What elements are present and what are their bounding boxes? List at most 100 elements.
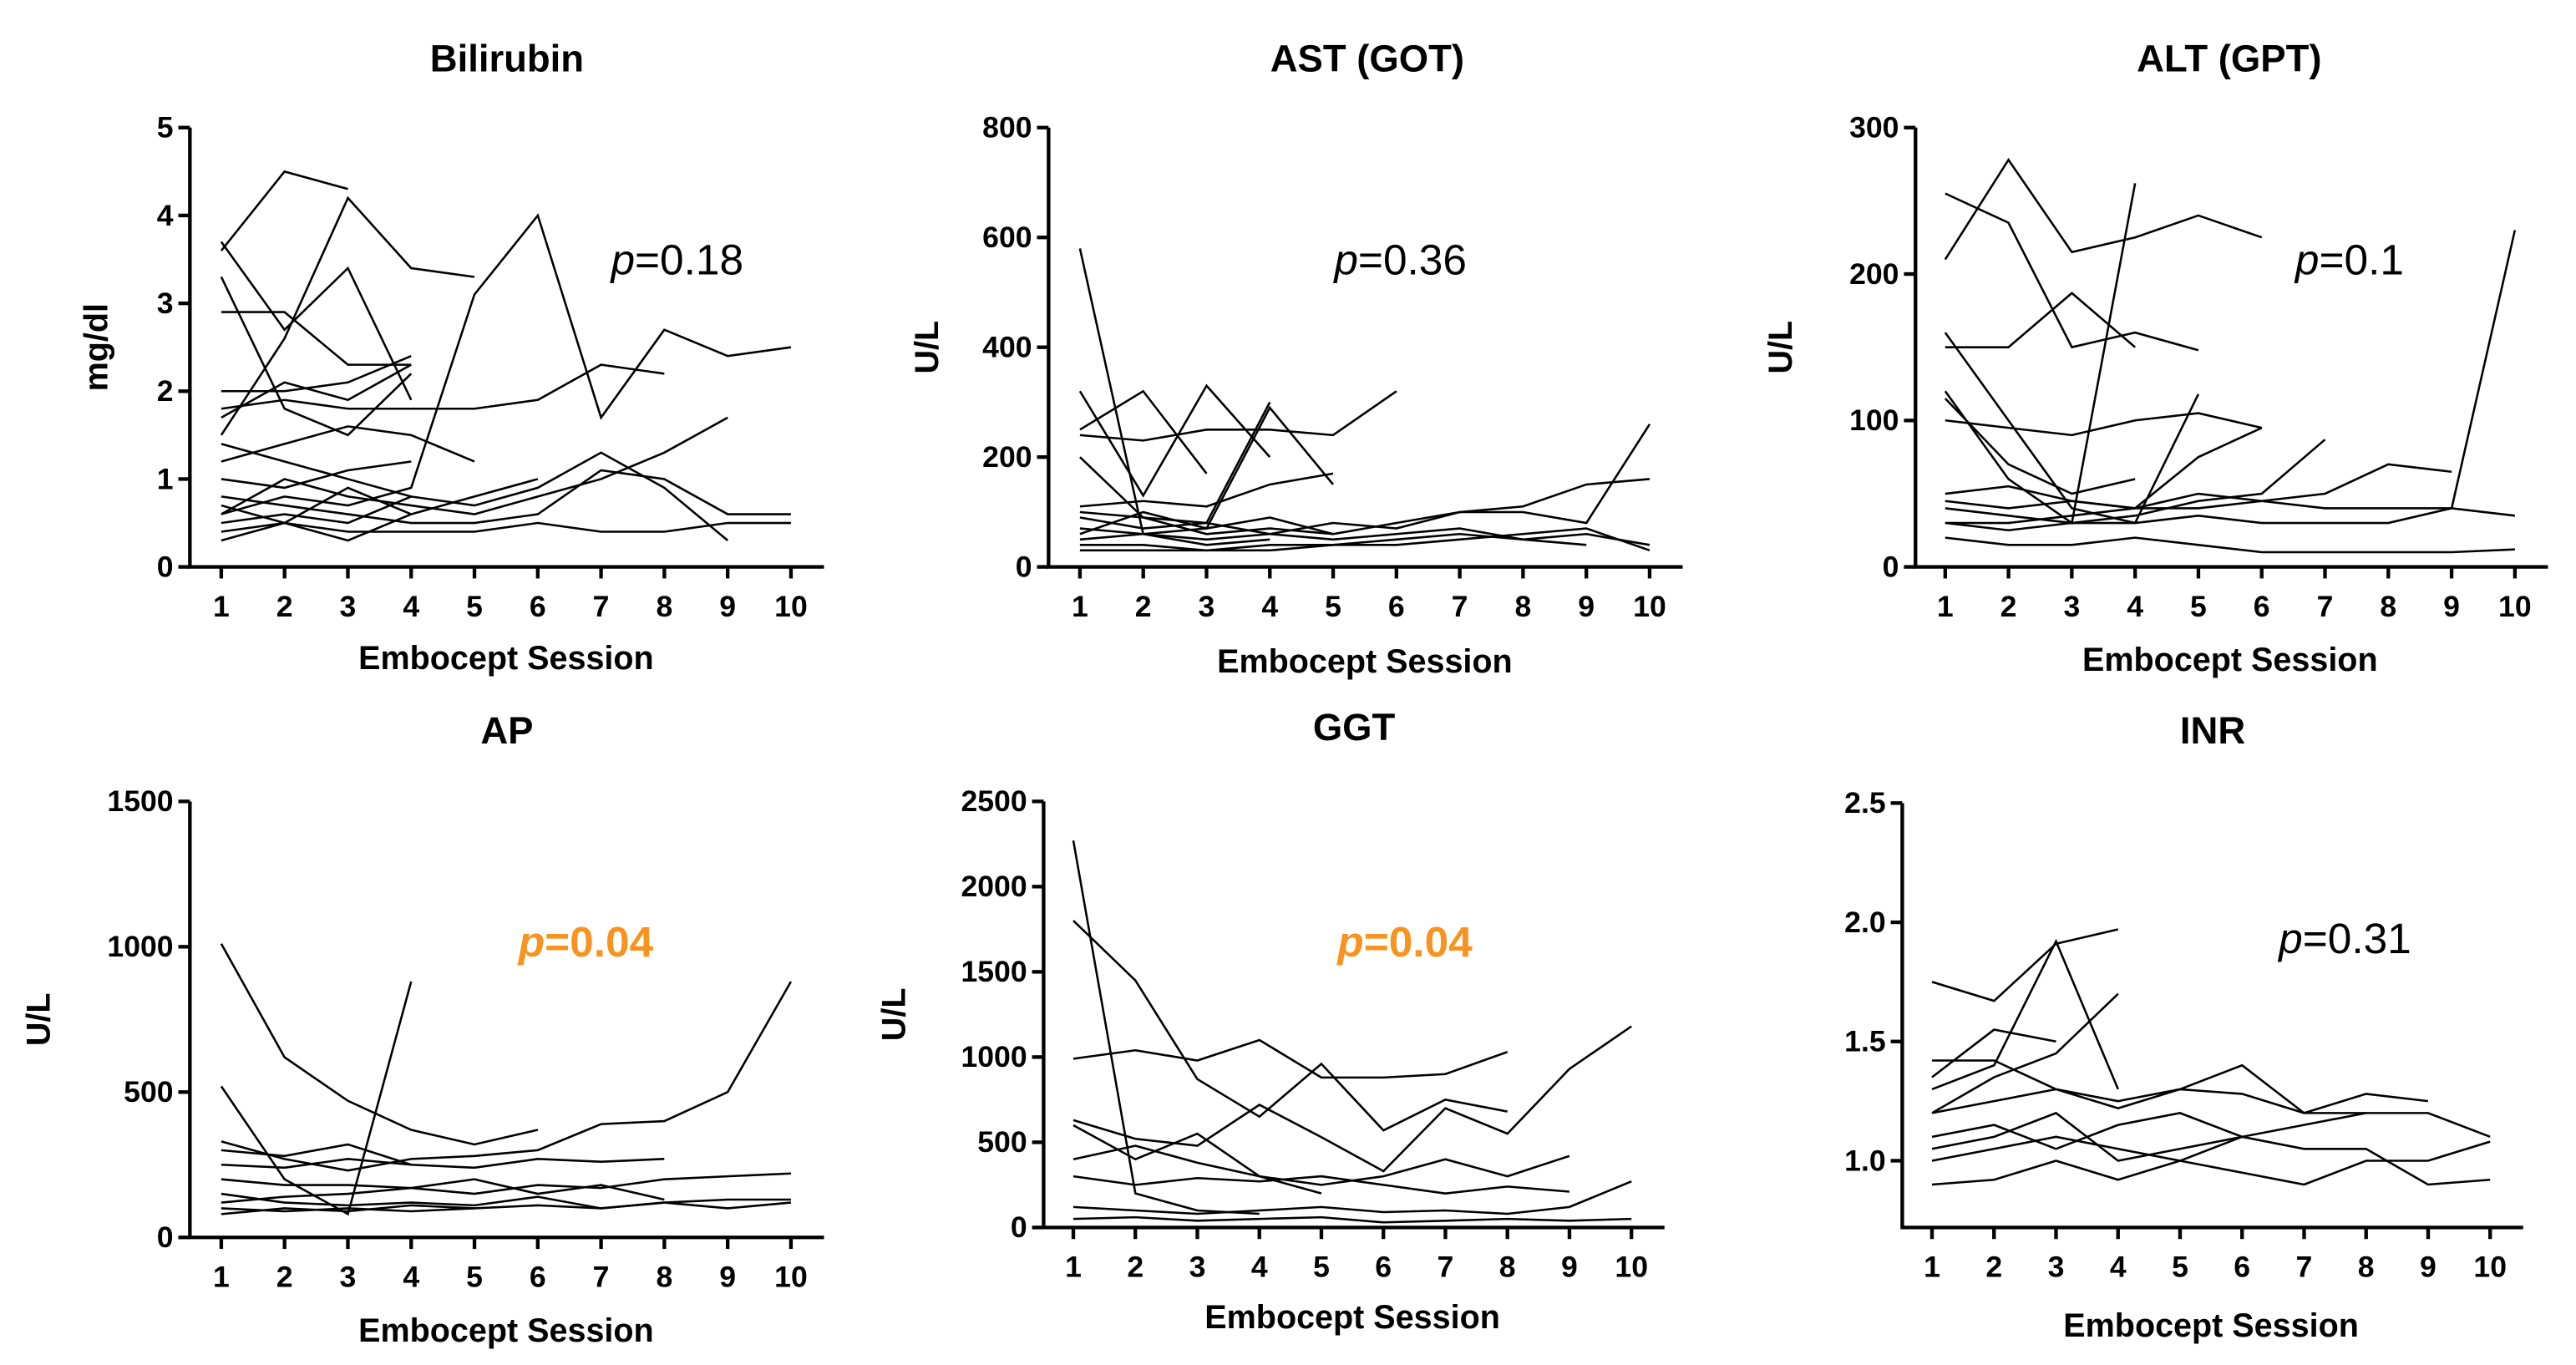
series-line	[220, 241, 413, 401]
panel-ggt: GGT 0 500 1000 1500 2000 2500 1 2 3 4 5 6 7 8 9 10 Emboce…	[875, 706, 1665, 1336]
series-line	[221, 425, 475, 463]
series-line	[1079, 389, 1208, 474]
series-line	[220, 276, 413, 437]
series-line	[221, 1143, 412, 1166]
x-tick-label: 6	[1388, 590, 1405, 623]
axes	[188, 127, 824, 569]
y-tick-label: 2000	[961, 870, 1027, 903]
y-tick-label: 1	[157, 462, 174, 495]
series-line	[221, 1172, 792, 1195]
series-line	[1944, 183, 2137, 525]
series-line	[221, 363, 665, 410]
x-tick-label: 1	[1937, 590, 1954, 623]
series-line	[1931, 938, 2119, 1091]
x-tick-label: 2	[1985, 1251, 2002, 1284]
y-tick-label: 200	[982, 440, 1032, 474]
panel-title: GGT	[1313, 706, 1396, 748]
x-axis-label: Embocept Session	[1204, 1299, 1500, 1336]
y-tick-label: 2	[157, 374, 174, 408]
y-tick-label: 1000	[961, 1040, 1027, 1073]
y-tick-label: 1500	[107, 784, 173, 818]
x-tick-label: 9	[719, 1261, 736, 1294]
p-symbol: p	[1336, 917, 1363, 966]
panel-title: INR	[2180, 709, 2245, 752]
x-tick-label: 3	[340, 590, 357, 623]
x-tick-label: 6	[2234, 1251, 2250, 1284]
series-line	[221, 513, 412, 542]
x-tick-label: 5	[1313, 1251, 1330, 1284]
series-line	[1944, 332, 2200, 525]
panel-title: Bilirubin	[430, 38, 584, 80]
x-tick-label: 1	[1065, 1251, 1082, 1284]
y-tick-label: 2.0	[1844, 906, 1885, 939]
series-line	[221, 416, 728, 515]
x-tick-label: 7	[593, 590, 610, 623]
series-line	[1931, 1028, 2056, 1078]
x-tick-label: 1	[1072, 590, 1088, 623]
x-tick-label: 6	[530, 590, 546, 623]
series-line	[1079, 472, 1334, 508]
p-value: =0.04	[545, 917, 653, 966]
x-axis-label: Embocept Session	[2082, 642, 2378, 678]
series-line	[1944, 157, 2263, 261]
series-line	[1079, 516, 1587, 546]
y-tick-label: 1.0	[1844, 1144, 1885, 1177]
x-tick-label: 5	[2190, 590, 2207, 623]
series-line	[1079, 456, 1334, 535]
x-tick-label: 8	[2358, 1251, 2375, 1284]
series-line	[1078, 248, 1270, 546]
p-symbol: p	[517, 917, 545, 966]
series-line	[1078, 383, 1271, 498]
series-line	[1932, 1059, 2366, 1114]
series-line	[1072, 1175, 1569, 1195]
series-line	[1072, 1144, 1570, 1186]
y-axis-label: U/L	[875, 988, 912, 1042]
x-tick-label: 10	[774, 590, 808, 623]
x-tick-label: 3	[1199, 590, 1215, 623]
x-tick-label: 10	[1615, 1251, 1648, 1284]
series-line	[221, 521, 791, 533]
x-tick-label: 5	[1325, 590, 1341, 623]
series-line	[1072, 920, 1508, 1132]
series-line	[1931, 928, 2119, 1002]
y-tick-label: 3	[157, 287, 174, 320]
p-symbol: p	[2277, 914, 2303, 962]
x-tick-label: 5	[2172, 1251, 2188, 1284]
y-tick-label: 600	[982, 221, 1032, 254]
x-tick-label: 6	[2254, 590, 2270, 623]
axes	[1042, 801, 1665, 1230]
x-tick-label: 2	[276, 590, 293, 623]
series-line	[221, 1192, 791, 1210]
x-axis-label: Embocept Session	[358, 640, 654, 677]
x-tick-label: 7	[1452, 590, 1468, 623]
panel-title: AST (GOT)	[1270, 38, 1464, 80]
p-symbol: p	[1332, 236, 1358, 284]
series-line	[1072, 1038, 1509, 1079]
series-line	[221, 478, 539, 525]
x-tick-label: 7	[2296, 1251, 2313, 1284]
series-line	[221, 213, 792, 515]
series-line	[1931, 1111, 2243, 1162]
axes	[1900, 803, 2523, 1230]
series-line	[221, 311, 412, 366]
p-value-annotation: p=0.1	[2294, 236, 2404, 284]
x-tick-label: 4	[1261, 590, 1278, 623]
p-symbol: p	[2294, 236, 2320, 284]
x-tick-label: 2	[276, 1261, 293, 1294]
panel-ast-got: AST (GOT) 0 200 400 600 800 1 2 3 4 5 6 7 8 9 10 Embocep…	[909, 38, 1683, 680]
p-value-annotation: p=0.04	[1336, 917, 1473, 966]
series-line	[1079, 532, 1651, 552]
y-tick-label: 300	[1849, 111, 1899, 145]
y-tick-label: 200	[1849, 257, 1899, 291]
series-line	[221, 460, 412, 490]
series-line	[1945, 192, 2199, 352]
x-tick-label: 3	[2063, 590, 2080, 623]
x-tick-label: 9	[719, 590, 736, 623]
series-line	[220, 195, 475, 436]
axes	[188, 801, 824, 1240]
series-line	[1945, 536, 2515, 554]
series-line	[1079, 401, 1271, 525]
y-axis-label: U/L	[1762, 321, 1799, 374]
x-axis-label: Embocept Session	[358, 1312, 654, 1349]
p-value: =0.36	[1358, 236, 1467, 284]
